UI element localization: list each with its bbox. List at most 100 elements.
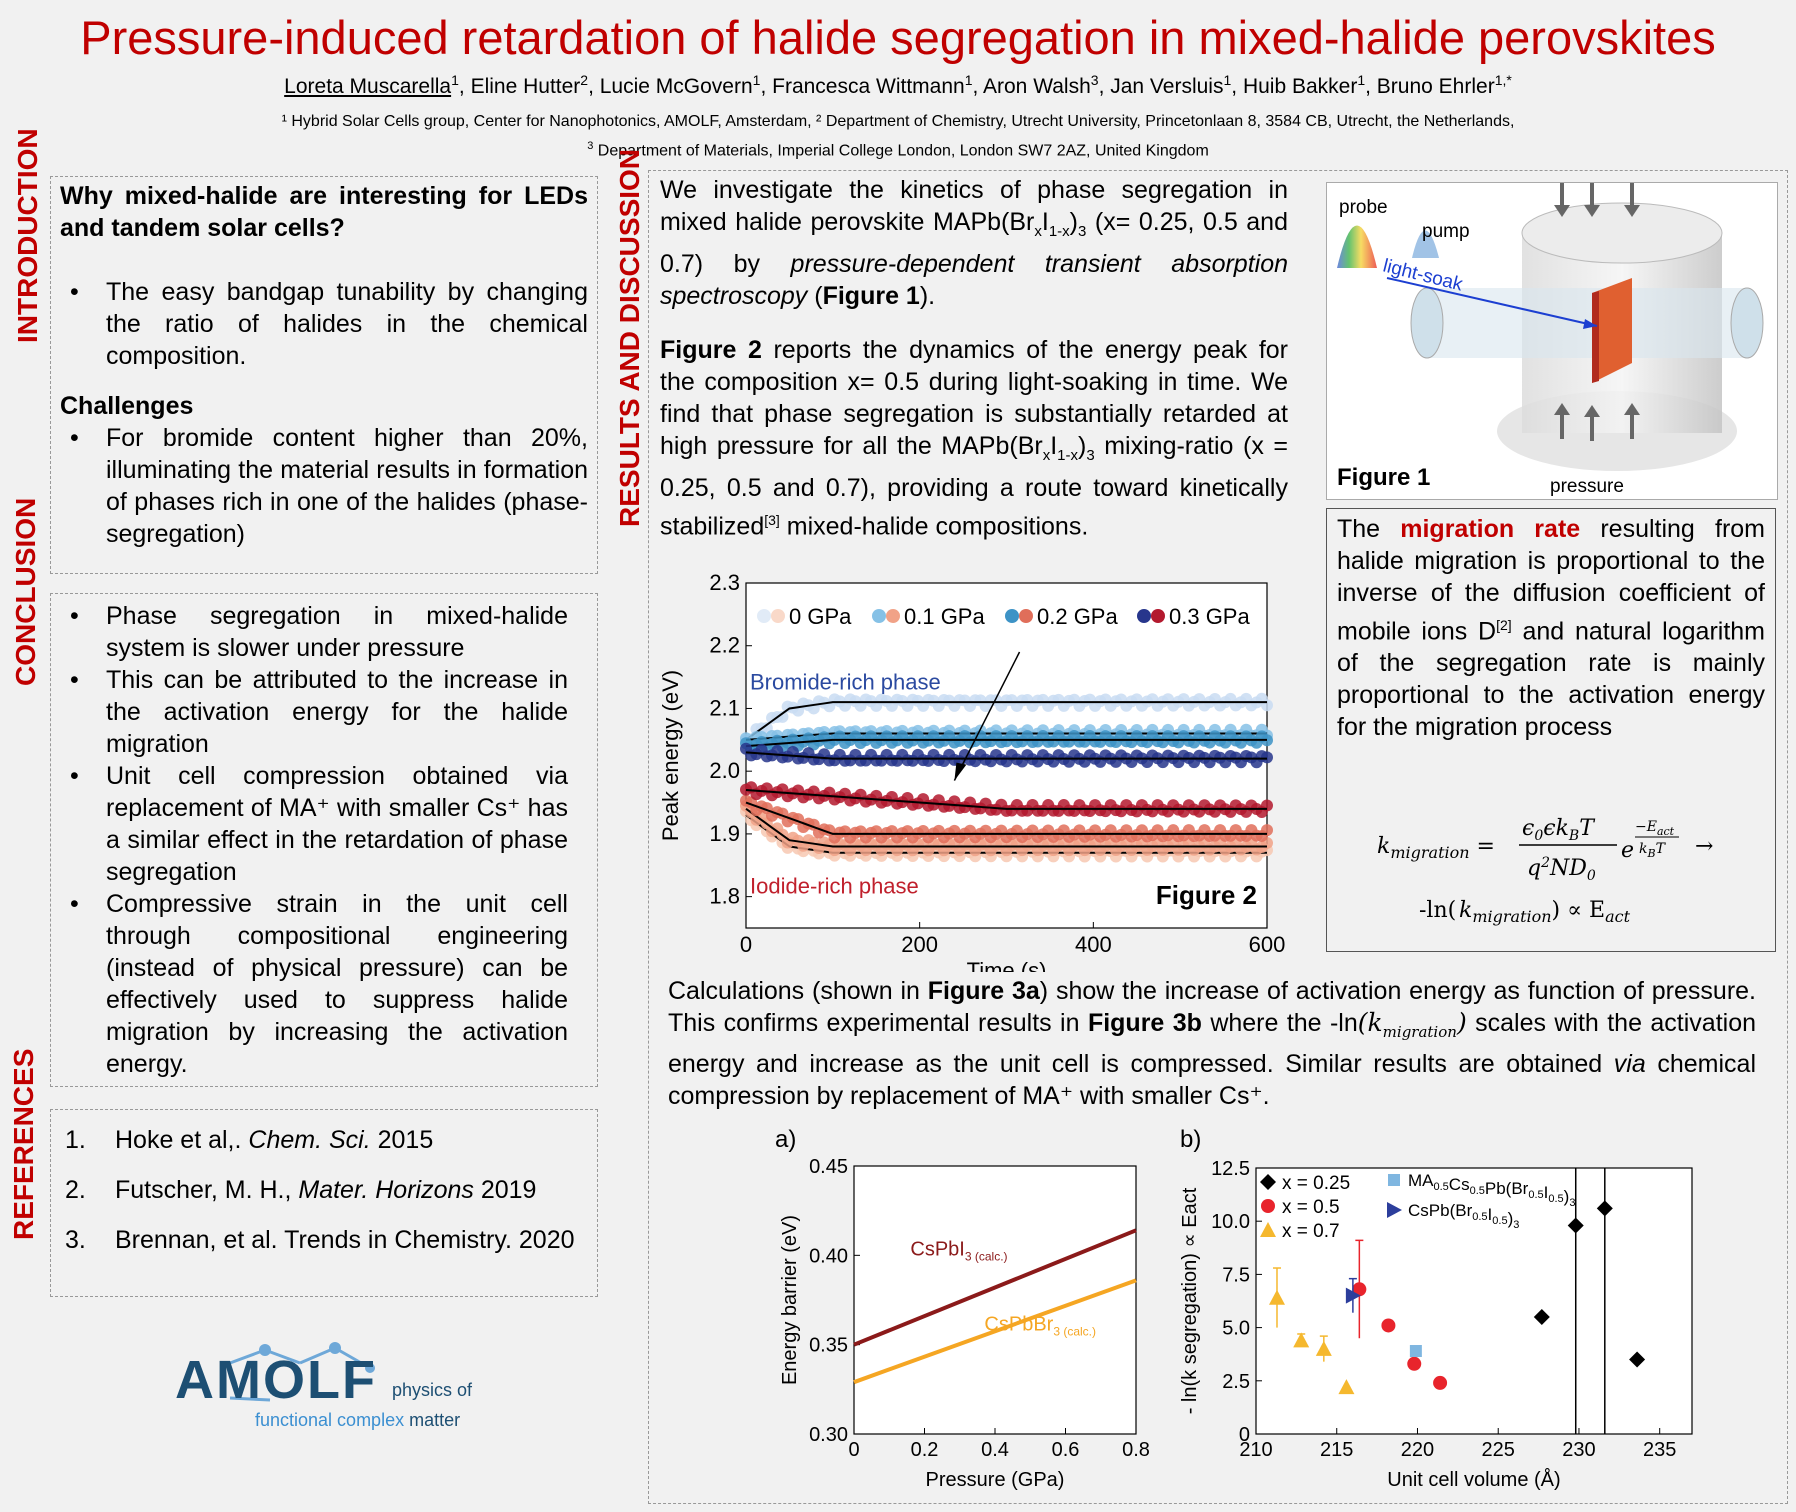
legend-marker bbox=[1388, 1174, 1400, 1186]
fit-curve bbox=[745, 751, 1267, 760]
legend-label: 0.3 GPa bbox=[1169, 604, 1250, 629]
y-tick-label: 0.30 bbox=[809, 1424, 848, 1446]
trend-arrow bbox=[953, 651, 1021, 781]
x-tick-label: 0 bbox=[848, 1439, 859, 1461]
figure-2-chart: 0 200 400 600 1.8 1.9 2.0 2.1 2.2 2.3 Time (s) Peak… bbox=[658, 570, 1286, 983]
author-name: Eline Hutter2 bbox=[470, 72, 589, 98]
migration-equation: kmigration = ϵ0ϵkBT q2ND0 e −Eact kBT → … bbox=[1377, 816, 1713, 926]
data-point bbox=[1567, 1217, 1584, 1234]
author-name: Lucie McGovern1 bbox=[599, 72, 761, 98]
legend-marker bbox=[1387, 1202, 1402, 1218]
data-point bbox=[1629, 1351, 1646, 1368]
x-tick-label: 235 bbox=[1643, 1439, 1676, 1461]
svg-text:Figure 1: Figure 1 bbox=[1337, 464, 1430, 491]
svg-text:kmigration =: kmigration = bbox=[1377, 834, 1495, 862]
x-axis-label: Time (s) bbox=[967, 958, 1047, 972]
author-name: Loreta Muscarella1 bbox=[284, 72, 459, 98]
svg-text:-ln(: -ln( bbox=[1419, 898, 1456, 923]
y-axis-label: - ln(k segregation) ∝ Eact bbox=[1179, 1187, 1201, 1414]
poster-title: Pressure-induced retardation of halide s… bbox=[80, 11, 1716, 64]
x-tick-label: 225 bbox=[1482, 1439, 1515, 1461]
svg-text:−Eact: −Eact bbox=[1635, 819, 1675, 838]
y-tick-label: 5.0 bbox=[1222, 1318, 1250, 1340]
results-paragraph-2: Figure 2 reports the dynamics of the ene… bbox=[660, 336, 1288, 541]
author-list: Loreta Muscarella1, Eline Hutter2, Lucie… bbox=[284, 72, 1512, 98]
data-point bbox=[1261, 699, 1273, 712]
legend-marker bbox=[1261, 1199, 1275, 1213]
data-point bbox=[1533, 1308, 1550, 1325]
amolf-logo: AMOLF physics of functional complex matt… bbox=[170, 1338, 490, 1438]
x-tick-label: 200 bbox=[901, 932, 938, 957]
y-axis-label: Energy barrier (eV) bbox=[779, 1215, 801, 1385]
series-line bbox=[853, 1228, 1137, 1347]
legend-label: 0 GPa bbox=[789, 604, 852, 629]
data-point bbox=[1352, 1282, 1367, 1297]
reference-item: 3. Brennan, et al. Trends in Chemistry. 2… bbox=[65, 1226, 575, 1254]
y-tick-label: 2.5 bbox=[1222, 1371, 1250, 1393]
svg-text:→: → bbox=[1695, 834, 1713, 859]
figure-3a-chart: a) 0 0.2 0.4 0.6 0.8 0.30 0.35 0.40 0.45 Pressure … bbox=[775, 1126, 1150, 1491]
figure-3a: a) 0 0.2 0.4 0.6 0.8 0.30 0.35 0.40 0.45 Pressure … bbox=[760, 1120, 1160, 1500]
annotation-bromide: Bromide-rich phase bbox=[750, 670, 941, 695]
amolf-logo-graphic: AMOLF physics of functional complex matt… bbox=[175, 1342, 473, 1430]
y-tick-label: 1.9 bbox=[709, 821, 740, 846]
data-point bbox=[1596, 1200, 1613, 1217]
x-tick-label: 210 bbox=[1239, 1439, 1272, 1461]
y-tick-label: 0.45 bbox=[809, 1156, 848, 1178]
references-box: 1. Hoke et al,. Chem. Sci. 2015 2. Futsche… bbox=[50, 1109, 598, 1297]
y-axis-label: Peak energy (eV) bbox=[660, 670, 683, 841]
y-tick-label: 0.40 bbox=[809, 1245, 848, 1267]
annotation-iodide: Iodide-rich phase bbox=[750, 874, 919, 899]
conclusion-bullet: Compressive strain in the unit cell thro… bbox=[60, 888, 568, 1080]
legend-marker bbox=[886, 609, 900, 623]
fit-curve bbox=[745, 801, 1267, 835]
data-point bbox=[1338, 1379, 1355, 1395]
challenge-bullet: For bromide content higher than 20%, ill… bbox=[60, 422, 588, 550]
y-tick-label: 0.35 bbox=[809, 1335, 848, 1357]
intro-bullet: The easy bandgap tunability by changing … bbox=[60, 276, 588, 372]
y-tick-label: 2.0 bbox=[709, 758, 740, 783]
series-line bbox=[853, 1278, 1137, 1385]
y-tick-label: 2.2 bbox=[709, 633, 740, 658]
figure-2: 0 200 400 600 1.8 1.9 2.0 2.1 2.2 2.3 Time (s) Peak… bbox=[658, 568, 1300, 983]
data-point bbox=[1268, 1289, 1285, 1305]
data-point bbox=[1293, 1332, 1310, 1348]
affiliation-line-1: ¹ Hybrid Solar Cells group, Center for N… bbox=[281, 113, 1515, 130]
y-tick-label: 0 bbox=[1239, 1424, 1250, 1446]
x-tick-label: 0.8 bbox=[1122, 1439, 1150, 1461]
section-label-introduction: INTRODUCTION bbox=[12, 128, 43, 343]
legend-label: MA0.5Cs0.5Pb(Br0.5I0.5)3 bbox=[1408, 1171, 1575, 1209]
data-point bbox=[1315, 1340, 1332, 1356]
results-paragraph-1: We investigate the kinetics of phase seg… bbox=[660, 176, 1289, 310]
svg-text:AMOLF: AMOLF bbox=[175, 1350, 377, 1410]
plot-area bbox=[853, 1165, 1137, 1435]
x-tick-label: 220 bbox=[1401, 1439, 1434, 1461]
svg-text:pump: pump bbox=[1422, 221, 1470, 242]
reference-item: 2. Futscher, M. H., Mater. Horizons 2019 bbox=[65, 1176, 537, 1204]
x-tick-label: 600 bbox=[1249, 932, 1286, 957]
section-label-conclusion: CONCLUSION bbox=[10, 497, 41, 686]
section-label-references: REFERENCES bbox=[8, 1048, 39, 1240]
legend-marker bbox=[1260, 1174, 1276, 1190]
migration-box: The migration rate resulting from halide… bbox=[1326, 508, 1776, 952]
author-name: Jan Versluis1 bbox=[1110, 72, 1232, 98]
author-name: Francesca Wittmann1 bbox=[772, 72, 973, 98]
legend-label: 0.2 GPa bbox=[1037, 604, 1118, 629]
x-tick-label: 215 bbox=[1320, 1439, 1353, 1461]
fit-curve bbox=[745, 789, 1267, 810]
legend-marker bbox=[757, 609, 771, 623]
y-tick-label: 12.5 bbox=[1211, 1158, 1250, 1180]
x-tick-label: 400 bbox=[1075, 932, 1112, 957]
y-tick-label: 1.8 bbox=[709, 884, 740, 909]
data-point bbox=[1381, 1318, 1396, 1333]
figure-3b: b) 210 215 220 225 230 235 0 2.5 5.0 7.5 10.0 12.5 Un… bbox=[1170, 1120, 1710, 1500]
x-tick-label: 0 bbox=[740, 932, 752, 957]
svg-text:kBT: kBT bbox=[1639, 841, 1667, 860]
x-tick-label: 230 bbox=[1562, 1439, 1595, 1461]
data-point bbox=[1407, 1356, 1422, 1371]
data-point bbox=[1409, 1345, 1422, 1358]
legend-label: x = 0.7 bbox=[1282, 1221, 1340, 1242]
trend-arrow-head bbox=[954, 762, 967, 781]
author-name: Bruno Ehrler1,* bbox=[1376, 72, 1512, 98]
x-axis-label: Unit cell volume (Å) bbox=[1387, 1468, 1560, 1491]
